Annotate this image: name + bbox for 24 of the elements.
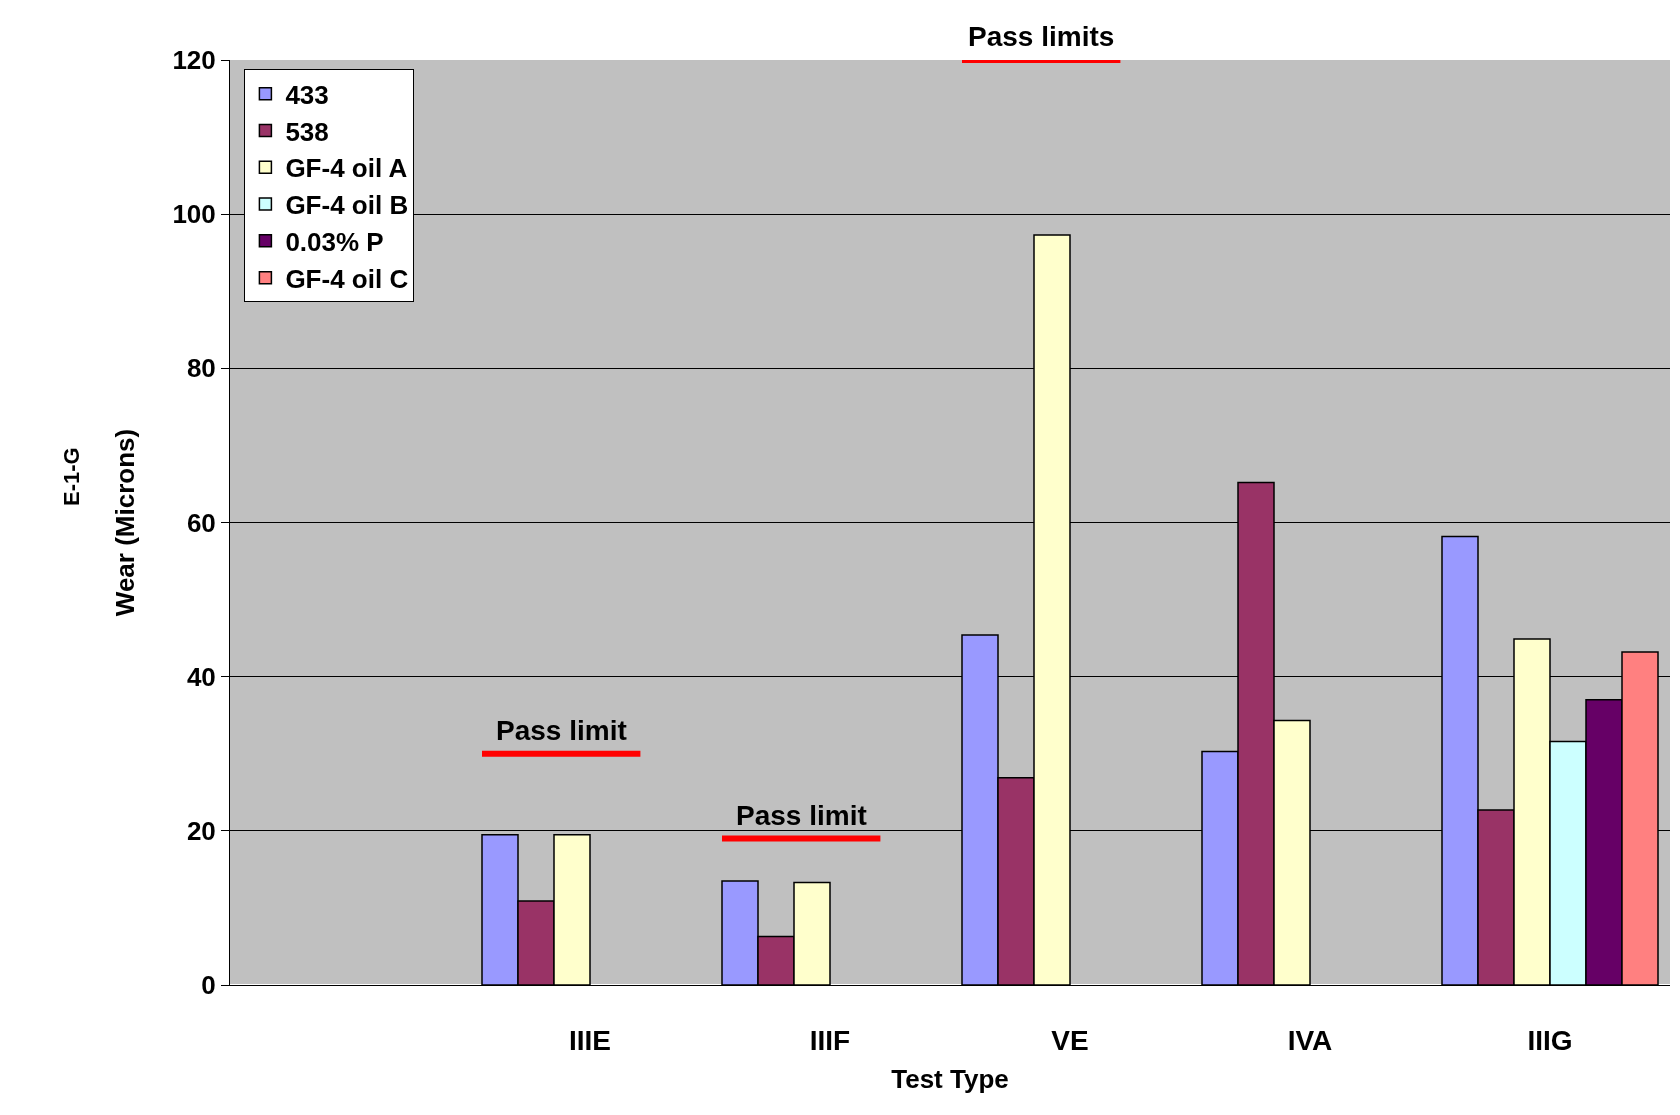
x-tick-label: IIIE xyxy=(568,1024,612,1056)
legend-label: GF-4 oil C xyxy=(285,263,409,294)
y-tick-label: 100 xyxy=(172,199,216,230)
y-tick-label: 20 xyxy=(186,815,216,846)
legend-label: 0.03% P xyxy=(285,226,384,257)
y-tick-label: 60 xyxy=(186,507,216,538)
legend-label: GF-4 oil B xyxy=(285,190,409,221)
y-tick-label: 120 xyxy=(172,45,216,76)
ref-line-label: Pass limit xyxy=(736,800,867,831)
legend-label: 433 xyxy=(285,79,329,110)
y-tick-label: 80 xyxy=(186,353,216,384)
y-axis-title: Wear (Microns) xyxy=(109,428,140,617)
x-tick-label: IIIF xyxy=(809,1024,851,1056)
x-tick-label: IIIG xyxy=(1527,1024,1573,1056)
ref-line-label: Pass limits xyxy=(968,21,1115,52)
y-tick-label: 0 xyxy=(201,970,216,1001)
y-tick-label: 40 xyxy=(186,661,216,692)
x-tick-label: IVA xyxy=(1287,1024,1333,1056)
ref-line-label: Pass limit xyxy=(496,715,627,746)
legend-label: GF-4 oil A xyxy=(285,153,408,184)
legend-label: 538 xyxy=(285,116,329,147)
text: E-1-G xyxy=(59,447,85,506)
x-axis-title: Test Type xyxy=(891,1064,1009,1095)
x-tick-label: VE xyxy=(1051,1024,1089,1056)
